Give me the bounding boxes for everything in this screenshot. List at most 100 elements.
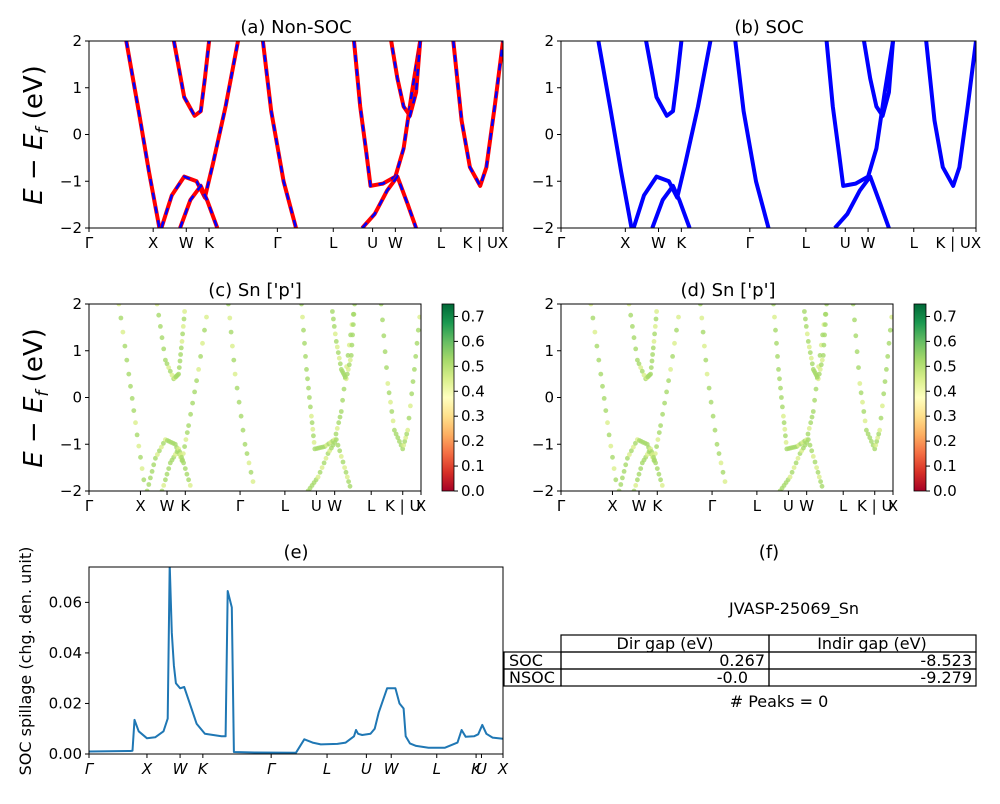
projection-point bbox=[625, 455, 630, 461]
projection-point bbox=[652, 324, 658, 329]
axes-frame bbox=[88, 303, 422, 492]
x-tick-label: K bbox=[198, 760, 209, 778]
projection-point bbox=[146, 482, 152, 487]
projection-point bbox=[118, 315, 124, 321]
projection-point bbox=[808, 420, 814, 426]
projection-point bbox=[236, 399, 242, 405]
band-line-overlay bbox=[172, 41, 211, 118]
projection-point bbox=[872, 446, 878, 452]
projection-point bbox=[309, 420, 315, 426]
projection-point bbox=[334, 426, 340, 431]
band-line-soc bbox=[924, 41, 976, 188]
projection-point bbox=[588, 304, 594, 307]
x-tick-label: L bbox=[802, 234, 811, 252]
x-tick-label: Γ bbox=[85, 234, 94, 252]
projection-point bbox=[334, 344, 340, 350]
projection-point bbox=[402, 439, 408, 444]
panel-e-ylabel: SOC spillage (chg. den. unit) bbox=[16, 547, 35, 776]
projection-point bbox=[347, 483, 353, 489]
colorbar-gradient bbox=[441, 303, 455, 492]
projection-point bbox=[302, 340, 307, 346]
projection-point bbox=[336, 420, 342, 426]
y-tick-label: 0.02 bbox=[49, 694, 82, 712]
projection-point bbox=[183, 437, 189, 442]
projection-point bbox=[803, 324, 809, 329]
projection-point bbox=[809, 361, 815, 367]
projection-point bbox=[122, 343, 128, 349]
projection-point bbox=[809, 448, 815, 454]
projection-point bbox=[651, 339, 657, 344]
projection-point bbox=[242, 441, 248, 447]
projection-point bbox=[144, 488, 150, 491]
projection-point bbox=[698, 304, 703, 307]
projection-point bbox=[594, 343, 600, 349]
projection-point bbox=[660, 411, 665, 417]
y-tick-label: 2 bbox=[72, 295, 82, 313]
projection-point bbox=[136, 443, 142, 449]
x-tick-label: U bbox=[476, 760, 487, 778]
projection-point bbox=[181, 316, 187, 322]
projection-point bbox=[860, 399, 865, 405]
projection-point bbox=[822, 332, 827, 338]
band-line-overlay bbox=[361, 173, 418, 228]
projection-point bbox=[155, 452, 160, 457]
projection-point bbox=[182, 444, 188, 449]
projection-point bbox=[610, 454, 615, 460]
projection-point bbox=[638, 365, 644, 370]
projection-point bbox=[340, 459, 346, 465]
projection-point bbox=[179, 339, 185, 344]
projection-point bbox=[151, 462, 157, 468]
projection-point bbox=[413, 354, 419, 359]
x-tick-label: X bbox=[416, 497, 426, 515]
projection-point bbox=[184, 430, 190, 435]
projection-point bbox=[635, 357, 640, 363]
projection-point bbox=[631, 335, 637, 341]
projection-point bbox=[635, 477, 640, 483]
projection-point bbox=[345, 367, 351, 372]
projection-point bbox=[654, 466, 660, 471]
table-header-indir: Indir gap (eV) bbox=[817, 634, 927, 653]
projection-point bbox=[176, 365, 182, 370]
projection-point bbox=[623, 462, 629, 468]
y-tick-label: 0 bbox=[72, 126, 82, 144]
projection-point bbox=[180, 331, 186, 337]
projection-point bbox=[889, 314, 893, 320]
y-tick-label: 1 bbox=[72, 79, 82, 97]
colorbar-tick-label: 0.7 bbox=[933, 307, 957, 325]
projection-point bbox=[818, 479, 823, 484]
x-tick-label: K | U bbox=[935, 234, 970, 252]
projection-point bbox=[771, 304, 776, 307]
projection-point bbox=[648, 365, 654, 370]
projection-point bbox=[331, 316, 336, 322]
projection-point bbox=[341, 386, 347, 392]
projection-point bbox=[782, 426, 788, 432]
x-tick-label: L bbox=[437, 234, 446, 252]
colorbar-tick-label: 0.1 bbox=[461, 457, 485, 475]
y-tick-label: −2 bbox=[532, 482, 554, 500]
projection-point bbox=[300, 314, 305, 320]
projection-point bbox=[305, 376, 310, 382]
projection-point bbox=[700, 329, 706, 335]
colorbar-tick-label: 0.3 bbox=[461, 407, 485, 425]
projection-point bbox=[886, 340, 892, 346]
projection-point bbox=[202, 327, 207, 333]
projection-point bbox=[819, 483, 825, 489]
projection-point bbox=[806, 344, 812, 350]
projection-point bbox=[389, 409, 395, 414]
projection-point bbox=[714, 441, 720, 447]
x-tick-label: L bbox=[753, 497, 762, 515]
projection-point bbox=[659, 483, 665, 488]
projection-point bbox=[228, 329, 234, 335]
colorbar-tick-label: 0.5 bbox=[461, 357, 485, 375]
projection-point bbox=[603, 408, 609, 413]
band-line-overlay bbox=[160, 41, 240, 228]
projection-point bbox=[204, 314, 209, 320]
projection-point bbox=[397, 439, 402, 444]
projection-point bbox=[818, 362, 824, 368]
x-tick-label: K | U bbox=[857, 497, 892, 515]
band-line-overlay bbox=[452, 41, 503, 190]
table-row-nsoc-label: NSOC bbox=[509, 668, 555, 687]
colorbar-tick-label: 0.5 bbox=[933, 357, 957, 375]
